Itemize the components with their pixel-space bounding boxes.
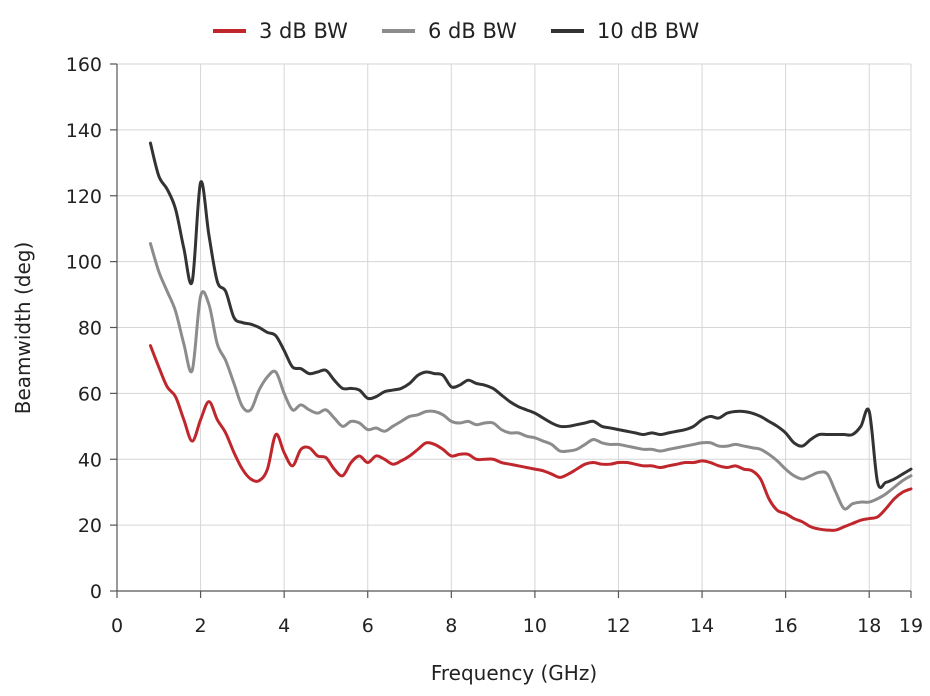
legend-label-6-db-bw: 6 dB BW: [428, 19, 517, 43]
y-tick-labels: 0 20 40 60 80 100 120 140 160: [66, 54, 102, 603]
x-tick-label: 18: [857, 615, 881, 637]
x-tick-label: 4: [278, 615, 290, 637]
legend: 3 dB BW 6 dB BW 10 dB BW: [213, 19, 699, 43]
x-tick-label: 16: [774, 615, 798, 637]
series-line-6-db-bw: [148, 242, 913, 511]
legend-label-10-db-bw: 10 dB BW: [597, 19, 699, 43]
y-tick-label: 160: [66, 54, 102, 76]
legend-label-3-db-bw: 3 dB BW: [259, 19, 348, 43]
x-tick-label: 6: [362, 615, 374, 637]
series-line-3-db-bw: [148, 344, 913, 532]
y-tick-label: 100: [66, 252, 102, 274]
x-tick-label: 0: [111, 615, 123, 637]
x-tick-label: 10: [523, 615, 547, 637]
series-line-10-db-bw: [148, 141, 913, 490]
x-tick-label: 19: [899, 615, 923, 637]
axes: [110, 63, 912, 598]
y-tick-label: 40: [78, 449, 102, 471]
series-lines: [148, 141, 913, 532]
x-tick-label: 8: [445, 615, 457, 637]
x-axis-label: Frequency (GHz): [431, 661, 597, 685]
x-tick-labels: 0 2 4 6 8 10 12 14 16 18 19: [111, 615, 923, 637]
x-tick-label: 2: [195, 615, 207, 637]
y-tick-label: 80: [78, 318, 102, 340]
y-tick-label: 140: [66, 120, 102, 142]
x-tick-label: 14: [690, 615, 714, 637]
y-tick-label: 60: [78, 383, 102, 405]
y-axis-label: Beamwidth (deg): [11, 242, 35, 415]
x-tick-label: 12: [606, 615, 630, 637]
y-tick-label: 0: [90, 581, 102, 603]
y-tick-label: 20: [78, 515, 102, 537]
grid-lines: [117, 63, 912, 591]
y-tick-label: 120: [66, 186, 102, 208]
